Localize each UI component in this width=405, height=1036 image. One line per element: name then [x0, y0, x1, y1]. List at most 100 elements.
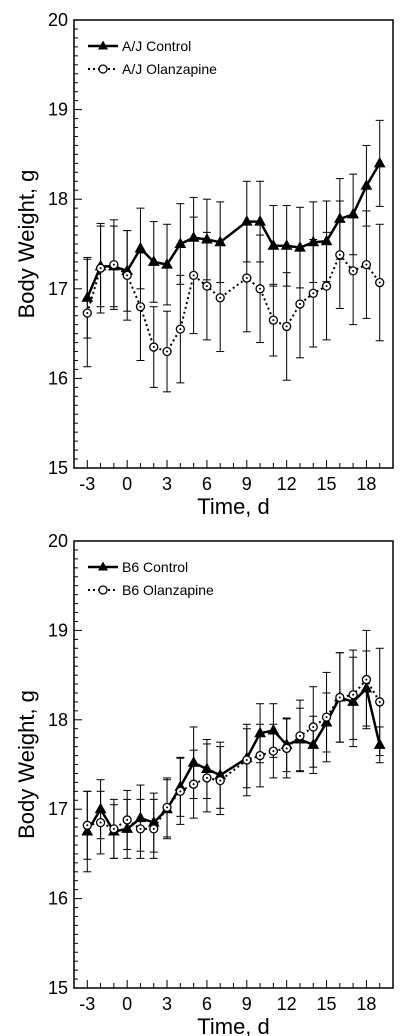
x-tick-label: 12 — [277, 474, 297, 494]
data-point-center — [312, 725, 315, 728]
chart-panel-2: 15 16 17 18 19 20 -3 0 3 6 9 12 15 18 Time, d Body Weig… — [14, 531, 394, 1036]
data-point-center — [298, 734, 301, 737]
data-point-center — [179, 790, 182, 793]
y-tick-label: 20 — [48, 10, 68, 30]
data-point-center — [352, 693, 355, 696]
y-tick-label: 15 — [48, 458, 68, 478]
data-point — [147, 255, 160, 266]
data-point — [373, 156, 386, 168]
data-point-center — [179, 328, 182, 331]
x-tick-label: 3 — [162, 994, 172, 1014]
legend-marker — [98, 40, 108, 50]
y-tick-label: 18 — [48, 710, 68, 730]
x-tick-label: 6 — [202, 994, 212, 1014]
y-tick-label: 20 — [48, 531, 68, 551]
data-point-center — [126, 274, 129, 277]
data-point-center — [192, 274, 195, 277]
plot-frame — [73, 19, 394, 469]
x-tick-label: -3 — [79, 474, 95, 494]
data-point — [161, 258, 173, 269]
data-point-center — [378, 281, 381, 284]
legend-marker — [98, 561, 108, 571]
legend-marker — [98, 64, 108, 74]
data-point-center — [259, 287, 262, 290]
data-point-center — [139, 827, 142, 830]
data-point-center — [272, 750, 275, 753]
legend-label: A/J Control — [122, 38, 191, 54]
plot-frame — [73, 540, 394, 989]
legend: A/J Control A/J Olanzapine — [88, 38, 217, 77]
data-point-center — [86, 824, 89, 827]
data-point-center — [99, 267, 102, 270]
data-point-center — [338, 253, 341, 256]
x-tick-label: 18 — [356, 994, 376, 1014]
x-tick-label: 9 — [242, 474, 252, 494]
data-point — [360, 179, 373, 190]
y-axis-title: Body Weight, g — [14, 690, 39, 839]
data-point-center — [365, 263, 368, 266]
y-tick-label: 17 — [48, 279, 68, 299]
data-point-center — [365, 678, 368, 681]
x-tick-label: 18 — [356, 474, 376, 494]
y-tick-label: 18 — [48, 189, 68, 209]
data-point-center — [325, 285, 328, 288]
data-point-center — [152, 827, 155, 830]
series-2 — [82, 629, 385, 860]
x-tick-label: 15 — [317, 994, 337, 1014]
y-tick-label: 19 — [48, 100, 68, 120]
x-tick-label: 0 — [122, 474, 132, 494]
legend-label: A/J Olanzapine — [122, 61, 217, 77]
data-point-center — [272, 319, 275, 322]
data-point-center — [86, 311, 89, 314]
y-tick-label: 16 — [48, 889, 68, 909]
data-point-center — [285, 325, 288, 328]
x-tick-label: 15 — [317, 474, 337, 494]
data-point-center — [378, 700, 381, 703]
y-axis-title: Body Weight, g — [14, 170, 39, 319]
data-point — [174, 237, 187, 248]
x-axis-title: Time, d — [197, 1014, 270, 1036]
data-point-center — [325, 716, 328, 719]
data-point — [134, 241, 147, 253]
x-tick-label: 9 — [242, 994, 252, 1014]
data-point-center — [352, 269, 355, 272]
data-point-center — [219, 779, 222, 782]
data-point-center — [166, 806, 169, 809]
y-tick-label: 15 — [48, 978, 68, 998]
chart-panel-1: 15 16 17 18 19 20 -3 0 3 6 9 12 15 18 Time, d Body Weig… — [14, 10, 394, 519]
series-line — [86, 162, 381, 299]
data-point — [347, 207, 359, 219]
series-line — [86, 686, 381, 833]
data-point-center — [312, 292, 315, 295]
x-tick-label: 3 — [162, 474, 172, 494]
data-point-center — [166, 350, 169, 353]
legend-marker — [98, 585, 108, 595]
series-2 — [82, 200, 385, 393]
legend-label: B6 Olanzapine — [122, 582, 214, 598]
data-point-center — [219, 296, 222, 299]
data-point-center — [99, 821, 102, 824]
data-point-center — [126, 818, 129, 821]
legend: B6 Control B6 Olanzapine — [88, 559, 214, 598]
series-line — [86, 252, 381, 353]
x-tick-label: 6 — [202, 474, 212, 494]
data-point-center — [112, 263, 115, 266]
y-tick-label: 16 — [48, 368, 68, 388]
y-tick-label: 17 — [48, 799, 68, 819]
legend-label: B6 Control — [122, 559, 188, 575]
data-point-center — [298, 303, 301, 306]
series-line — [87, 677, 381, 831]
data-point-center — [245, 759, 248, 762]
data-point — [254, 215, 266, 226]
data-point-center — [285, 747, 288, 750]
data-point-center — [259, 754, 262, 757]
data-point — [280, 239, 293, 250]
data-point-center — [139, 305, 142, 308]
data-point — [267, 239, 280, 250]
data-point-center — [205, 285, 208, 288]
data-point-center — [205, 776, 208, 779]
x-tick-label: 0 — [122, 994, 132, 1014]
data-point-center — [152, 346, 155, 349]
data-point-center — [338, 696, 341, 699]
